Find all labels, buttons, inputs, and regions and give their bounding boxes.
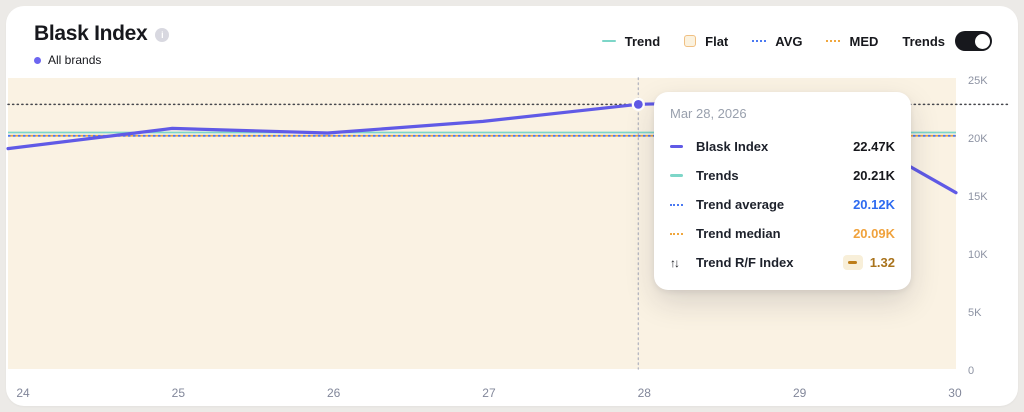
tooltip-row-label: Trend average [696, 197, 785, 212]
med-swatch-icon [826, 40, 841, 42]
series-swatch-icon [670, 174, 683, 177]
x-axis-label: 27 [482, 386, 496, 400]
tooltip-row: Trend median 20.09K [670, 219, 895, 248]
trends-toggle[interactable] [955, 31, 992, 51]
up-down-arrows-icon: ↑↓ [670, 255, 680, 270]
all-brands-label: All brands [48, 53, 102, 67]
tooltip-date: Mar 28, 2026 [670, 106, 747, 121]
tooltip-row-value: 20.12K [853, 197, 895, 212]
y-axis-label: 10K [968, 249, 988, 261]
x-axis-label: 24 [16, 386, 30, 400]
legend-item-flat[interactable]: Flat [684, 34, 728, 49]
flat-swatch-icon [684, 35, 697, 47]
x-axis-label: 30 [948, 386, 962, 400]
x-axis-label: 28 [637, 386, 651, 400]
rf-index-chip-icon [842, 255, 863, 270]
tooltip-row-value: 22.47K [853, 139, 895, 154]
header: Blask Index i All brands [34, 22, 170, 67]
legend-item-avg[interactable]: AVG [752, 34, 802, 49]
tooltip-row-label: Trend median [696, 226, 781, 241]
legend-label: Trend [624, 33, 661, 49]
tooltip-row: Trend average 20.12K [670, 190, 895, 219]
tooltip-row-value: 1.32 [842, 255, 895, 270]
toggle-knob [974, 33, 990, 49]
tooltip-row-value: 20.09K [853, 226, 895, 241]
trend-swatch-icon [601, 40, 616, 42]
series-swatch-icon [670, 203, 683, 206]
trends-toggle-label: Trends [902, 33, 945, 49]
series-swatch-icon [670, 232, 683, 235]
series-selector: All brands [34, 53, 169, 67]
legend-label: Flat [705, 33, 729, 49]
y-axis-label: 5K [968, 307, 982, 319]
series-swatch-icon [670, 145, 683, 148]
x-axis-label: 29 [792, 386, 807, 400]
chart-tooltip: Mar 28, 2026 Blask Index 22.47K Trends 20.2… [654, 92, 911, 290]
tooltip-row-label: Trend R/F Index [696, 255, 794, 270]
tooltip-row: Trends 20.21K [670, 161, 895, 190]
y-axis-label: 20K [968, 133, 988, 145]
tooltip-row: ↑↓ Trend R/F Index 1.32 [670, 248, 895, 277]
all-brands-dot [34, 56, 41, 64]
tooltip-row-value: 20.21K [853, 168, 895, 183]
legend-item-med[interactable]: MED [826, 34, 878, 49]
x-axis-label: 25 [171, 386, 186, 400]
y-axis-label: 15K [968, 191, 988, 203]
y-axis-label: 25K [968, 75, 988, 87]
page-title: Blask Index [34, 22, 148, 45]
hover-point [631, 97, 645, 111]
legend-item-trend[interactable]: Trend [601, 33, 661, 49]
y-axis-label: 0 [968, 365, 975, 377]
x-axis-label: 26 [326, 386, 341, 400]
chart-legend: Trend Flat AVG MED Trends [601, 31, 992, 51]
legend-label: AVG [775, 33, 803, 49]
tooltip-row: Blask Index 22.47K [670, 132, 895, 161]
legend-label: MED [849, 33, 879, 49]
info-icon[interactable]: i [155, 28, 170, 42]
avg-swatch-icon [752, 40, 767, 42]
tooltip-row-label: Trends [696, 168, 739, 183]
tooltip-row-label: Blask Index [696, 139, 769, 154]
